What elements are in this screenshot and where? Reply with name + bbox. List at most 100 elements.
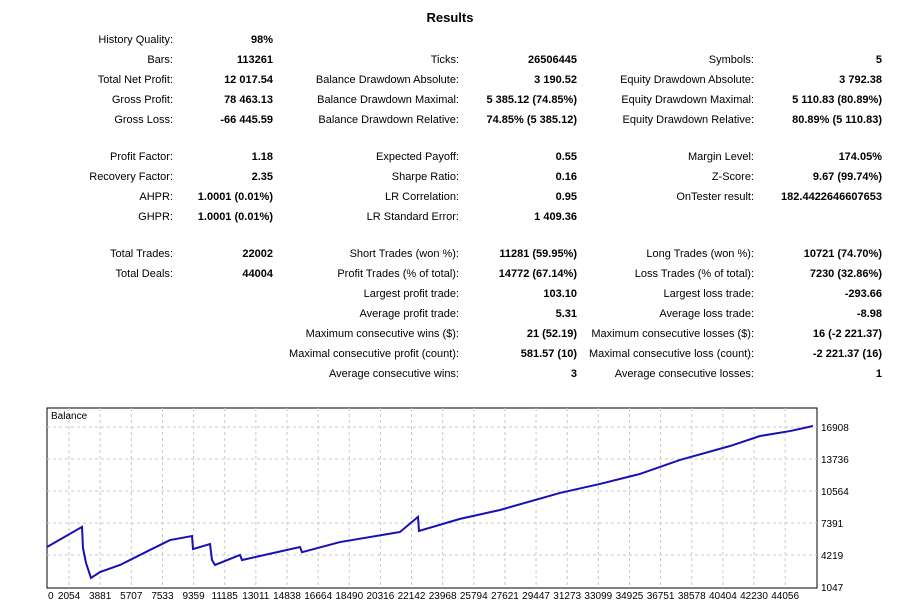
stat-label: Maximum consecutive wins ($):	[305, 328, 459, 340]
stat-value: 5 385.12 (74.85%)	[486, 94, 577, 106]
stat-label: Ticks:	[430, 54, 459, 66]
stat-label: OnTester result:	[676, 191, 754, 203]
stat-label: Gross Profit:	[111, 94, 173, 106]
stat-label: Balance Drawdown Maximal:	[317, 94, 459, 106]
y-tick-label: 16908	[821, 423, 849, 434]
stat-value: 1 409.36	[534, 211, 577, 223]
y-tick-label: 4219	[821, 551, 844, 562]
stat-label: Equity Drawdown Maximal:	[621, 94, 754, 106]
stat-value: 74.85% (5 385.12)	[486, 114, 577, 126]
stat-label: Balance Drawdown Relative:	[318, 114, 459, 126]
stat-label: Long Trades (won %):	[646, 248, 754, 260]
x-tick-label: 22142	[398, 591, 426, 602]
stat-label: History Quality:	[98, 34, 173, 46]
x-tick-label: 23968	[429, 591, 457, 602]
stat-value: 3	[570, 368, 577, 380]
stat-label: Sharpe Ratio:	[391, 171, 459, 183]
stat-label: LR Correlation:	[385, 191, 459, 203]
stat-value: 1.0001 (0.01%)	[197, 211, 273, 223]
chart-title: Balance	[51, 411, 88, 422]
results-title: Results	[426, 10, 474, 25]
x-tick-label: 18490	[335, 591, 363, 602]
stat-label: AHPR:	[139, 191, 173, 203]
stat-label: Recovery Factor:	[89, 171, 173, 183]
stat-value: 113261	[236, 54, 273, 66]
stat-value: -8.98	[856, 308, 882, 320]
stat-value: 581.57 (10)	[520, 348, 577, 360]
stat-value: 1	[875, 368, 882, 380]
balance-line	[46, 425, 814, 580]
stat-label: Maximum consecutive losses ($):	[591, 328, 754, 340]
stat-value: 9.67 (99.74%)	[812, 171, 882, 183]
stat-label: Short Trades (won %):	[349, 248, 459, 260]
stat-label: Expected Payoff:	[376, 151, 459, 163]
x-tick-label: 34925	[616, 591, 644, 602]
stat-label: GHPR:	[138, 211, 173, 223]
stat-label: Profit Factor:	[110, 151, 173, 163]
stat-value: 174.05%	[838, 151, 882, 163]
stat-label: Average loss trade:	[659, 308, 754, 320]
stat-value: 0.95	[555, 191, 577, 203]
stat-value: 103.10	[543, 288, 577, 300]
stat-label: Maximal consecutive loss (count):	[588, 348, 754, 360]
stat-value: 22002	[242, 248, 273, 260]
x-tick-label: 40404	[709, 591, 737, 602]
stat-value: -66 445.59	[220, 114, 273, 126]
stat-value: 1.18	[251, 151, 273, 163]
x-tick-label: 25794	[460, 591, 488, 602]
x-tick-label: 20316	[366, 591, 394, 602]
stat-label: Margin Level:	[687, 151, 754, 163]
stat-label: Profit Trades (% of total):	[337, 268, 459, 280]
x-tick-label: 27621	[491, 591, 519, 602]
stat-label: Average profit trade:	[359, 308, 459, 320]
stat-value: 0.55	[555, 151, 577, 163]
y-tick-label: 13736	[821, 455, 849, 466]
stat-value: 26506445	[528, 54, 577, 66]
x-tick-label: 31273	[553, 591, 581, 602]
stat-value: -293.66	[844, 288, 882, 300]
stat-label: Maximal consecutive profit (count):	[289, 348, 459, 360]
stat-value: 10721 (74.70%)	[803, 248, 882, 260]
stat-value: -2 221.37 (16)	[812, 348, 882, 360]
y-tick-label: 10564	[821, 487, 849, 498]
stat-value: 78 463.13	[224, 94, 273, 106]
x-tick-label: 16664	[304, 591, 332, 602]
stat-label: Bars:	[147, 54, 173, 66]
stat-value: 182.4422646607653	[781, 191, 882, 203]
x-tick-label: 29447	[522, 591, 550, 602]
stat-label: Symbols:	[708, 54, 754, 66]
stat-label: Balance Drawdown Absolute:	[315, 74, 459, 86]
stat-label: Equity Drawdown Absolute:	[620, 74, 754, 86]
x-tick-label: 3881	[89, 591, 112, 602]
stat-label: Gross Loss:	[114, 114, 173, 126]
x-tick-label: 13011	[242, 591, 270, 602]
x-tick-label: 36751	[647, 591, 675, 602]
stat-value: 3 792.38	[839, 74, 882, 86]
stat-value: 7230 (32.86%)	[809, 268, 882, 280]
x-tick-label: 9359	[182, 591, 205, 602]
stat-value: 14772 (67.14%)	[498, 268, 577, 280]
stat-value: 21 (52.19)	[526, 328, 577, 340]
x-tick-label: 0	[48, 591, 54, 602]
stat-label: LR Standard Error:	[366, 211, 459, 223]
stat-value: 2.35	[251, 171, 273, 183]
stat-label: Loss Trades (% of total):	[634, 268, 754, 280]
x-tick-label: 38578	[678, 591, 706, 602]
stat-value: 11281 (59.95%)	[499, 248, 577, 260]
x-tick-label: 14838	[273, 591, 301, 602]
stat-value: 1.0001 (0.01%)	[197, 191, 273, 203]
stat-value: 80.89% (5 110.83)	[792, 114, 882, 126]
y-tick-label: 7391	[821, 519, 844, 530]
stat-value: 44004	[242, 268, 273, 280]
stat-label: Largest profit trade:	[363, 288, 459, 300]
y-tick-label: 1047	[821, 583, 844, 594]
x-tick-label: 44056	[771, 591, 799, 602]
stat-value: 16 (-2 221.37)	[812, 328, 882, 340]
stat-value: 5 110.83 (80.89%)	[792, 94, 882, 106]
x-tick-label: 42230	[740, 591, 768, 602]
stat-value: 3 190.52	[534, 74, 577, 86]
stat-label: Equity Drawdown Relative:	[622, 114, 754, 126]
stat-label: Average consecutive losses:	[614, 368, 754, 380]
stat-value: 5	[875, 54, 882, 66]
